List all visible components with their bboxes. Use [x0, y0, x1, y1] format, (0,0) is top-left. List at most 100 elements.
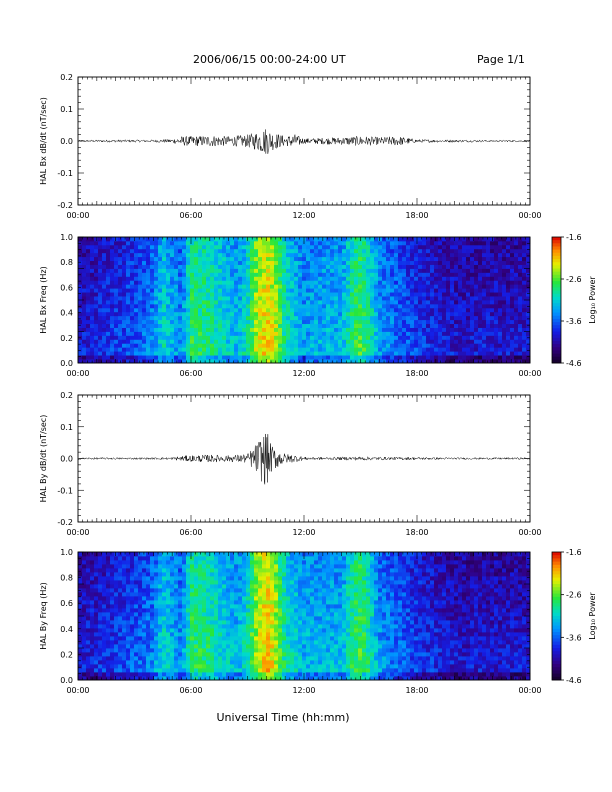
spectrogram-cell: [490, 284, 495, 289]
spectrogram-cell: [242, 272, 247, 277]
x-tick-label: 00:00: [66, 211, 89, 220]
spectrogram-cell: [170, 272, 175, 277]
spectrogram-cell: [418, 319, 423, 325]
spectrogram-cell: [194, 292, 199, 297]
spectrogram-cell: [446, 248, 451, 254]
spectrogram-cell: [322, 335, 327, 340]
spectrogram-cell: [362, 355, 367, 360]
spectrogram-cell: [82, 596, 87, 601]
spectrogram-cell: [198, 292, 203, 297]
spectrogram-cell: [274, 315, 279, 321]
spectrogram-cell: [442, 311, 447, 317]
spectrogram-cell: [190, 288, 195, 293]
spectrogram-cell: [322, 288, 327, 293]
spectrogram-cell: [346, 307, 351, 313]
spectrogram-cell: [438, 300, 443, 305]
spectrogram-cell: [282, 256, 287, 262]
spectrogram-cell: [350, 240, 355, 246]
spectrogram-cell: [306, 252, 311, 258]
spectrogram-cell: [258, 327, 263, 332]
spectrogram-cell: [406, 248, 411, 254]
spectrogram-cell: [406, 307, 411, 313]
spectrogram-cell: [310, 359, 315, 364]
spectrogram-cell: [466, 284, 471, 289]
spectrogram-cell: [478, 339, 483, 344]
spectrogram-cell: [494, 268, 499, 273]
spectrogram-cell: [470, 323, 475, 328]
spectrogram-cell: [166, 284, 171, 289]
spectrogram-cell: [522, 248, 527, 254]
spectrogram-cell: [430, 307, 435, 313]
spectrogram-cell: [386, 359, 391, 364]
spectrogram-cell: [258, 347, 263, 352]
spectrogram-cell: [194, 256, 199, 262]
spectrogram-cell: [134, 237, 139, 242]
spectrogram-cell: [514, 307, 519, 313]
spectrogram-cell: [114, 315, 119, 321]
spectrogram-cell: [474, 248, 479, 254]
spectrogram-cell: [438, 240, 443, 246]
spectrogram-cell: [326, 248, 331, 254]
spectrogram-cell: [510, 315, 515, 321]
spectrogram-cell: [142, 351, 147, 356]
spectrogram-cell: [510, 331, 515, 336]
spectrogram-cell: [226, 307, 231, 313]
spectrogram-cell: [302, 292, 307, 297]
spectrogram-cell: [310, 351, 315, 356]
spectrogram-cell: [82, 300, 87, 305]
spectrogram-cell: [458, 272, 463, 277]
spectrogram-cell: [250, 300, 255, 305]
spectrogram-cell: [110, 640, 115, 645]
spectrogram-cell: [306, 276, 311, 281]
spectrogram-cell: [182, 272, 187, 277]
spectrogram-cell: [442, 240, 447, 246]
spectrogram-cell: [102, 339, 107, 344]
spectrogram-cell: [246, 359, 251, 364]
spectrogram-cell: [406, 339, 411, 344]
spectrogram-cell: [110, 335, 115, 340]
spectrogram-cell: [102, 560, 107, 565]
spectrogram-cell: [478, 240, 483, 246]
spectrogram-cell: [390, 244, 395, 250]
spectrogram-cell: [146, 355, 151, 360]
spectrogram-cell: [470, 339, 475, 344]
spectrogram-cell: [338, 319, 343, 325]
spectrogram-cell: [142, 268, 147, 273]
spectrogram-cell: [274, 280, 279, 285]
spectrogram-cell: [418, 355, 423, 360]
spectrogram-cell: [226, 347, 231, 352]
spectrogram-cell: [486, 347, 491, 352]
spectrogram-cell: [386, 276, 391, 281]
spectrogram-cell: [478, 327, 483, 332]
spectrogram-cell: [450, 351, 455, 356]
spectrogram-cell: [174, 276, 179, 281]
spectrogram-cell: [234, 303, 239, 309]
spectrogram-cell: [150, 359, 155, 364]
spectrogram-cell: [142, 664, 147, 669]
spectrogram-cell: [150, 300, 155, 305]
spectrogram-cell: [482, 252, 487, 258]
spectrogram-cell: [350, 292, 355, 297]
spectrogram-cell: [94, 347, 99, 352]
spectrogram-cell: [330, 240, 335, 246]
spectrogram-cell: [294, 252, 299, 258]
spectrogram-cell: [118, 580, 123, 585]
spectrogram-cell: [210, 343, 215, 348]
spectrogram-cell: [462, 303, 467, 309]
spectrogram-cell: [230, 240, 235, 246]
spectrogram-cell: [450, 331, 455, 336]
spectrogram-cell: [522, 347, 527, 352]
spectrogram-cell: [230, 244, 235, 250]
spectrogram-cell: [122, 580, 127, 585]
spectrogram-cell: [490, 280, 495, 285]
spectrogram-cell: [142, 311, 147, 317]
spectrogram-cell: [442, 237, 447, 242]
report-title: 2006/06/15 00:00-24:00 UT: [193, 53, 346, 66]
spectrogram-cell: [286, 248, 291, 254]
spectrogram-cell: [498, 319, 503, 325]
spectrogram-cell: [482, 339, 487, 344]
spectrogram-cell: [422, 315, 427, 321]
spectrogram-cell: [174, 260, 179, 265]
spectrogram-cell: [502, 303, 507, 309]
spectrogram-cell: [330, 264, 335, 269]
